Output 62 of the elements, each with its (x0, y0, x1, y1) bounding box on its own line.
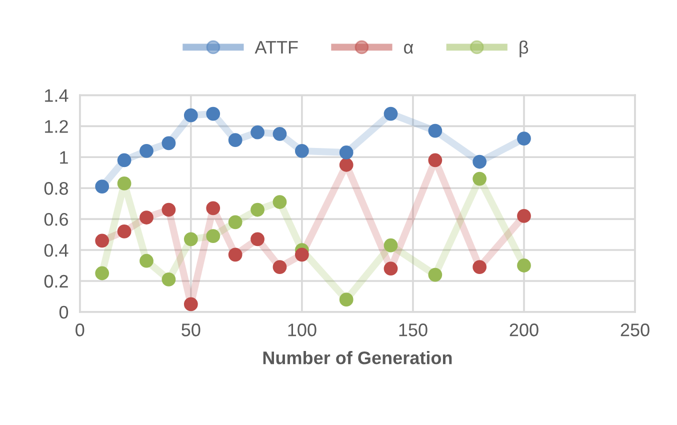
x-tick-label: 150 (399, 324, 428, 336)
y-tick-label: 1.2 (45, 120, 68, 133)
point (384, 262, 398, 276)
point (428, 124, 442, 138)
point (250, 125, 264, 140)
x-tick-label: 100 (288, 324, 316, 336)
point (140, 144, 154, 158)
point (117, 153, 132, 168)
x-tick-label: 250 (620, 324, 650, 336)
legend-label: ATTF (254, 41, 298, 54)
point (294, 248, 309, 262)
point (162, 202, 176, 217)
point (472, 172, 487, 186)
legend-label: β (520, 40, 528, 58)
x-axis-title: Number of Generation (263, 351, 452, 364)
point (250, 202, 264, 217)
point (206, 229, 220, 244)
point (428, 153, 442, 168)
x-tick-label: 0 (76, 324, 84, 336)
point (384, 106, 398, 121)
point (184, 108, 198, 122)
point (517, 132, 531, 146)
y-tick-label: 0.6 (44, 212, 68, 226)
point (472, 154, 487, 169)
y-tick-label: 0.8 (44, 182, 68, 195)
point (95, 180, 110, 194)
point (117, 224, 132, 238)
point (272, 260, 287, 274)
legend-label: α (404, 44, 414, 54)
point (384, 238, 398, 252)
y-tick-label: 1 (60, 151, 68, 164)
point (140, 254, 154, 268)
x-tick-label: 50 (182, 324, 200, 336)
point (206, 106, 220, 121)
y-tick-label: 1.4 (45, 89, 68, 102)
point (95, 266, 110, 280)
point (294, 144, 309, 158)
point (339, 158, 354, 172)
point (472, 260, 487, 274)
point (250, 232, 264, 246)
y-tick-label: 0.2 (44, 274, 68, 288)
point (162, 272, 176, 286)
point (339, 146, 354, 160)
point (517, 258, 531, 272)
point (228, 215, 242, 230)
y-tick-label: 0.4 (44, 244, 68, 257)
point (162, 136, 176, 150)
point (339, 292, 354, 307)
point (206, 201, 220, 216)
point (184, 232, 198, 246)
point (140, 210, 154, 224)
x-tick-label: 200 (510, 324, 538, 336)
point (428, 268, 442, 282)
point (272, 126, 287, 141)
point (228, 248, 242, 262)
y-tick-label: 0 (59, 306, 68, 319)
point (184, 297, 198, 312)
point (117, 176, 132, 190)
point (95, 234, 110, 248)
point (228, 133, 242, 148)
point (272, 195, 287, 209)
point (517, 209, 531, 223)
